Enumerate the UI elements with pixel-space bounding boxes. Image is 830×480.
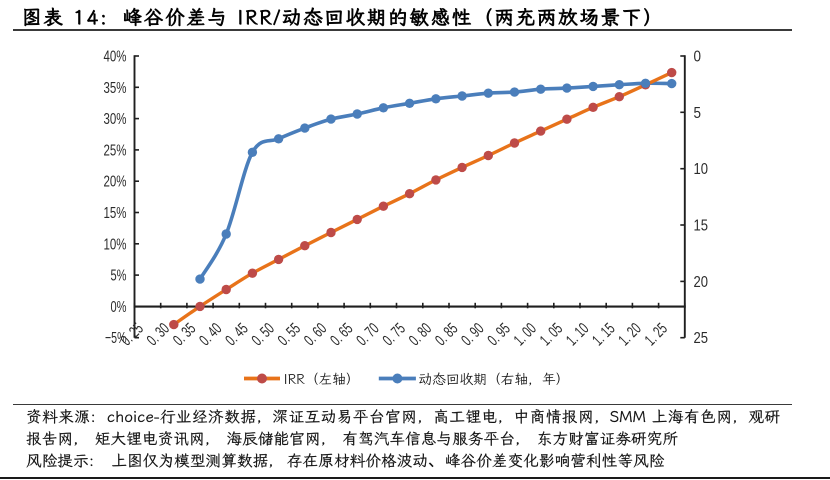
svg-text:15%: 15%	[104, 205, 127, 222]
svg-text:0. 75: 0. 75	[380, 320, 409, 349]
svg-text:0. 60: 0. 60	[301, 320, 330, 349]
svg-text:40%: 40%	[104, 49, 127, 66]
svg-text:0. 90: 0. 90	[459, 320, 488, 349]
svg-text:35%: 35%	[104, 80, 127, 97]
svg-text:0. 95: 0. 95	[485, 320, 514, 349]
svg-text:15: 15	[694, 218, 709, 235]
svg-text:0. 70: 0. 70	[354, 320, 383, 349]
svg-text:5%: 5%	[111, 268, 127, 285]
svg-text:0. 85: 0. 85	[432, 320, 461, 349]
svg-text:30%: 30%	[104, 111, 127, 128]
svg-text:0. 40: 0. 40	[197, 320, 226, 349]
svg-text:0. 65: 0. 65	[328, 320, 357, 349]
svg-text:−5%: −5%	[105, 330, 127, 347]
svg-text:0%: 0%	[111, 299, 127, 316]
svg-text:0: 0	[694, 49, 702, 66]
svg-text:25%: 25%	[104, 142, 127, 159]
svg-text:0. 55: 0. 55	[275, 320, 304, 349]
svg-text:10%: 10%	[104, 236, 127, 253]
svg-text:0. 50: 0. 50	[249, 320, 278, 349]
svg-text:0. 30: 0. 30	[144, 320, 173, 349]
svg-text:IRR（左轴）: IRR（左轴）	[284, 370, 360, 388]
svg-text:1. 25: 1. 25	[642, 320, 671, 349]
svg-text:0. 45: 0. 45	[223, 320, 252, 349]
svg-text:1. 20: 1. 20	[616, 320, 645, 349]
svg-text:1. 05: 1. 05	[537, 320, 566, 349]
svg-text:1. 15: 1. 15	[590, 320, 619, 349]
svg-text:1. 00: 1. 00	[511, 320, 540, 349]
svg-text:0. 80: 0. 80	[406, 320, 435, 349]
svg-text:动态回收期（右轴,年）: 动态回收期（右轴,年）	[418, 370, 569, 388]
svg-text:1. 10: 1. 10	[563, 320, 592, 349]
svg-text:5: 5	[694, 105, 702, 122]
svg-text:20: 20	[694, 274, 709, 291]
svg-text:10: 10	[694, 161, 709, 178]
svg-text:20%: 20%	[104, 174, 127, 191]
svg-text:25: 25	[694, 330, 709, 347]
